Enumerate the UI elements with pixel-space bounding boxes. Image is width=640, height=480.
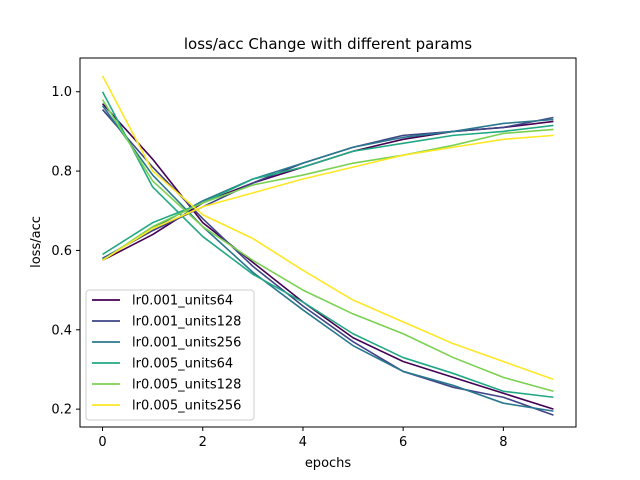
plot-frame xyxy=(79,57,577,428)
y-tick-label: 0.8 xyxy=(51,165,72,180)
legend-label: lr0.001_units256 xyxy=(132,336,241,351)
series-line-loss-6 xyxy=(101,75,554,381)
legend-label: lr0.001_units128 xyxy=(132,315,241,330)
legend-label: lr0.005_units128 xyxy=(132,378,241,393)
y-axis: 0.2 0.4 0.6 0.8 1.0 xyxy=(51,85,80,418)
legend-label: lr0.005_units256 xyxy=(132,399,241,414)
series-layer xyxy=(101,75,554,416)
series-line-loss-4 xyxy=(101,91,554,399)
series-line-loss-5 xyxy=(101,99,554,393)
y-tick-label: 0.6 xyxy=(51,244,72,259)
series-line-acc-5 xyxy=(102,128,554,262)
x-tick-label: 0 xyxy=(98,435,106,450)
x-tick-label: 8 xyxy=(499,435,507,450)
x-axis-label: epochs xyxy=(305,456,352,471)
y-tick-label: 1.0 xyxy=(51,85,72,100)
x-tick-label: 2 xyxy=(199,435,207,450)
chart-title: loss/acc Change with different params xyxy=(184,35,472,53)
legend: lr0.001_units64 lr0.001_units128 lr0.001_u… xyxy=(85,289,255,421)
series-line-acc-6 xyxy=(102,134,554,262)
legend-box xyxy=(85,289,255,421)
x-axis: 0 2 4 6 8 xyxy=(98,427,507,450)
series-line-loss-3 xyxy=(101,105,554,412)
x-tick-label: 6 xyxy=(399,435,407,450)
y-axis-label: loss/acc xyxy=(29,216,44,268)
y-tick-label: 0.4 xyxy=(51,323,72,338)
series-line-loss-1 xyxy=(101,103,554,410)
legend-label: lr0.001_units64 xyxy=(132,294,233,309)
x-tick-label: 4 xyxy=(299,435,307,450)
legend-label: lr0.005_units64 xyxy=(132,357,233,372)
y-tick-label: 0.2 xyxy=(51,403,72,418)
